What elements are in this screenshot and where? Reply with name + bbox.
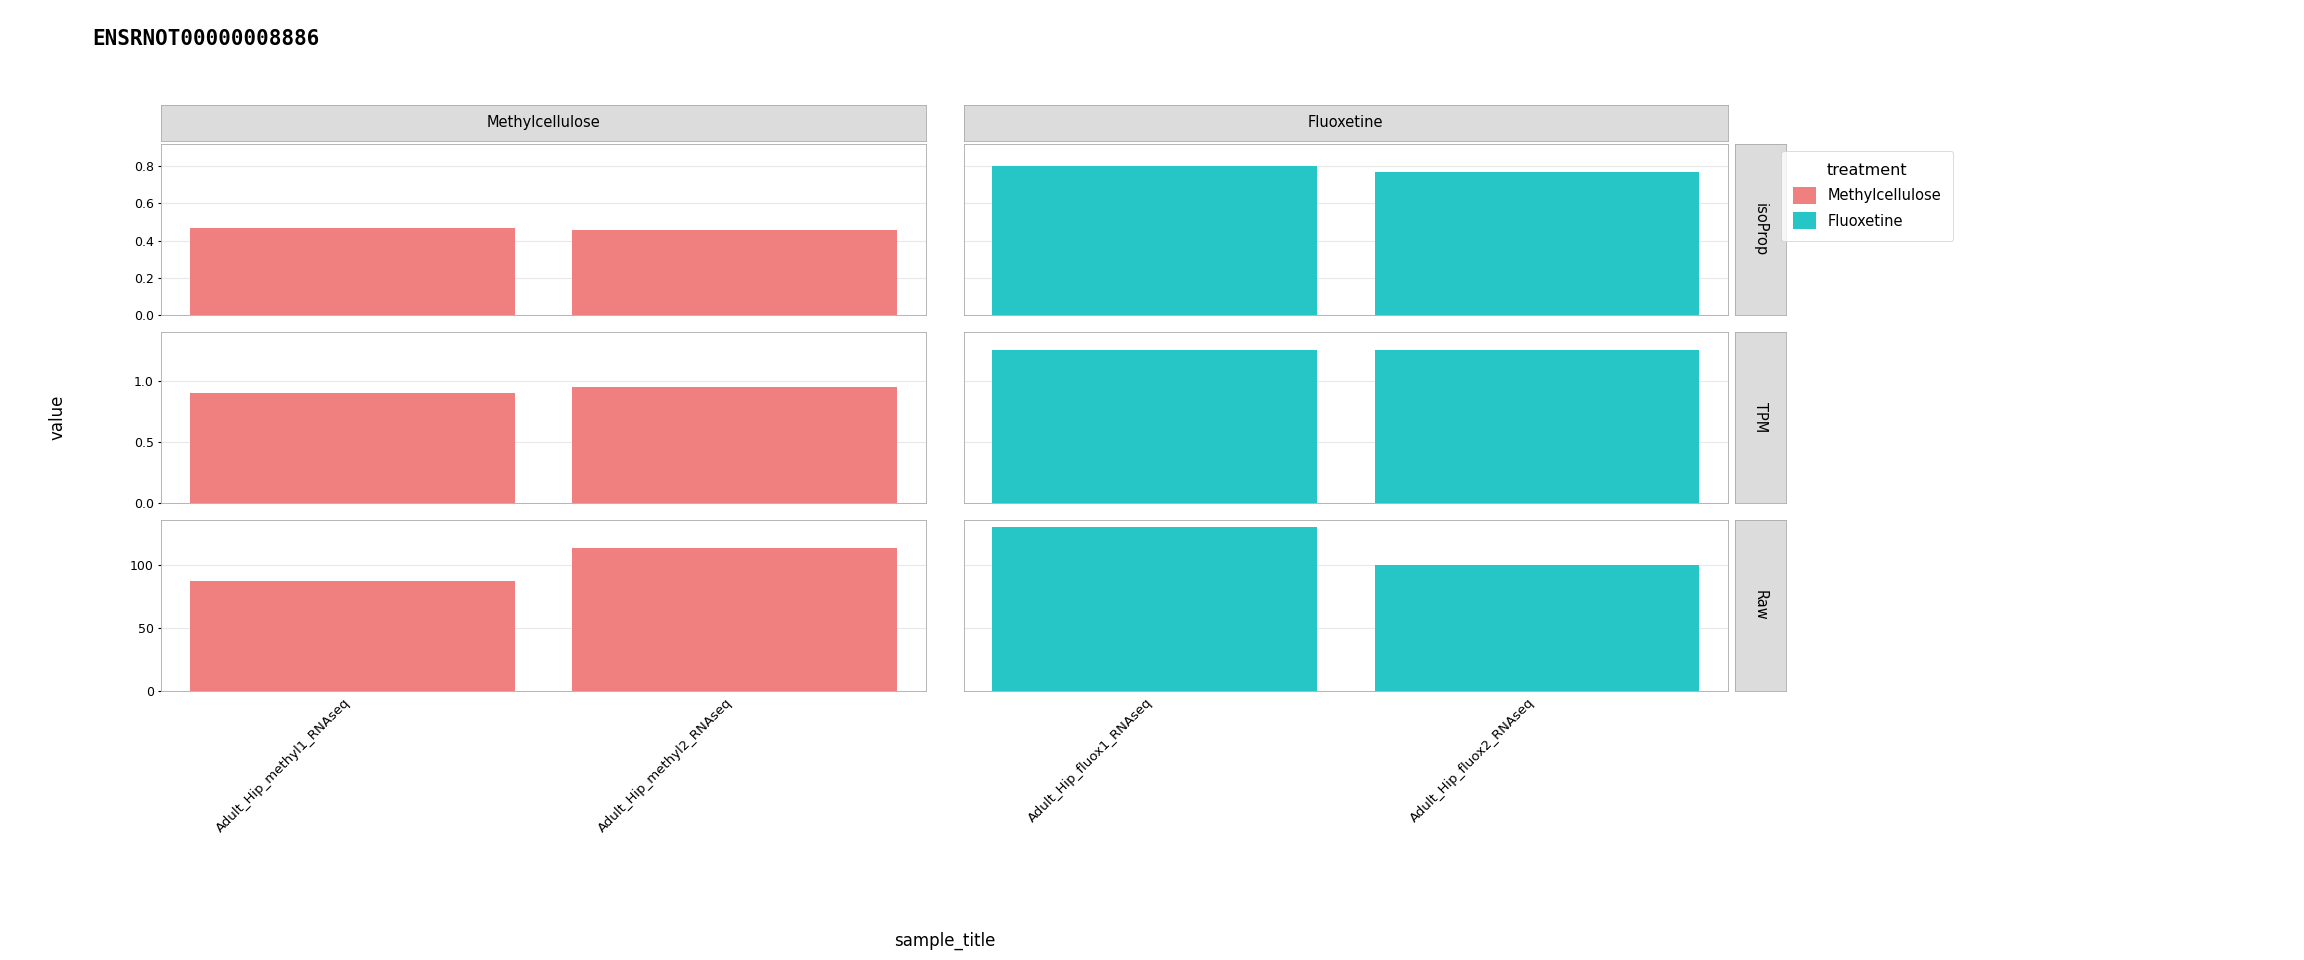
Bar [189,228,514,315]
Bar [1375,350,1700,503]
Legend: Methylcellulose, Fluoxetine: Methylcellulose, Fluoxetine [1781,152,1954,241]
Text: ENSRNOT00000008886: ENSRNOT00000008886 [92,29,320,49]
Text: sample_title: sample_title [894,931,995,950]
Bar [571,548,896,691]
Text: Methylcellulose: Methylcellulose [486,115,601,131]
Bar [993,350,1318,503]
Bar [571,387,896,503]
Text: Raw: Raw [1753,590,1767,621]
Bar [1375,172,1700,315]
Bar [993,526,1318,691]
Bar [571,230,896,315]
Text: isoProp: isoProp [1753,203,1767,256]
Bar [993,166,1318,315]
Bar [1375,564,1700,691]
Bar [189,394,514,503]
Text: TPM: TPM [1753,402,1767,433]
Text: value: value [48,395,67,441]
Bar [189,581,514,691]
Text: Fluoxetine: Fluoxetine [1309,115,1385,131]
